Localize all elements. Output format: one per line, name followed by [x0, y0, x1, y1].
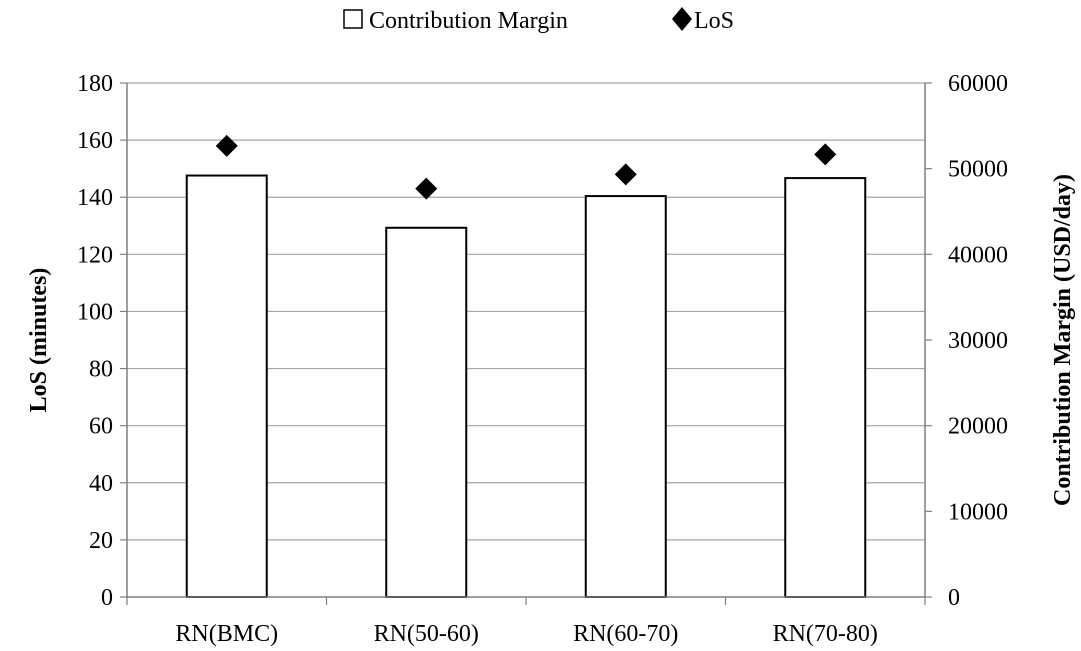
- right-tick-labels: 0 10000 20000 30000 40000 50000 60000: [948, 71, 1008, 611]
- legend-label-los: LoS: [694, 8, 734, 34]
- left-tick-label: 20: [89, 528, 113, 554]
- category-label: RN(60-70): [573, 621, 678, 647]
- bar-contribution-margin: [385, 226, 468, 598]
- category-labels: RN(BMC) RN(50-60) RN(60-70) RN(70-80): [175, 621, 878, 647]
- left-tick-labels: 0 20 40 60 80 100 120 140 160 180: [77, 71, 113, 611]
- marker-los: [215, 134, 238, 157]
- left-tick-label: 180: [77, 71, 113, 97]
- right-tick-label: 20000: [948, 414, 1008, 440]
- markers: [215, 134, 837, 200]
- right-tick-label: 60000: [948, 71, 1008, 97]
- left-tick-label: 60: [89, 414, 113, 440]
- legend: Contribution Margin LoS: [343, 7, 734, 34]
- right-axis-title: Contribution Margin (USD/day): [1050, 174, 1076, 506]
- left-tick-label: 100: [77, 299, 113, 325]
- left-tick-label: 40: [89, 471, 113, 497]
- legend-swatch-contribution-margin: [343, 9, 363, 29]
- right-tick-label: 0: [948, 585, 960, 611]
- bar-contribution-margin: [185, 174, 268, 599]
- marker-los: [614, 163, 637, 186]
- right-tick-label: 40000: [948, 242, 1008, 268]
- category-label: RN(50-60): [374, 621, 479, 647]
- marker-los: [814, 143, 837, 166]
- left-tick-label: 80: [89, 357, 113, 383]
- legend-swatch-los: [672, 7, 692, 31]
- legend-label-contribution-margin: Contribution Margin: [369, 8, 568, 34]
- axes: [120, 82, 932, 605]
- left-tick-label: 0: [101, 585, 113, 611]
- right-tick-label: 50000: [948, 157, 1008, 183]
- right-tick-label: 30000: [948, 328, 1008, 354]
- marker-los: [415, 177, 438, 200]
- bars: [185, 174, 867, 599]
- left-tick-label: 160: [77, 128, 113, 154]
- right-tick-label: 10000: [948, 499, 1008, 525]
- left-tick-label: 120: [77, 242, 113, 268]
- left-axis-title: LoS (minutes): [26, 268, 52, 413]
- left-tick-label: 140: [77, 185, 113, 211]
- category-label: RN(70-80): [773, 621, 878, 647]
- category-label: RN(BMC): [175, 621, 278, 647]
- bar-contribution-margin: [784, 177, 867, 598]
- bar-contribution-margin: [584, 195, 667, 599]
